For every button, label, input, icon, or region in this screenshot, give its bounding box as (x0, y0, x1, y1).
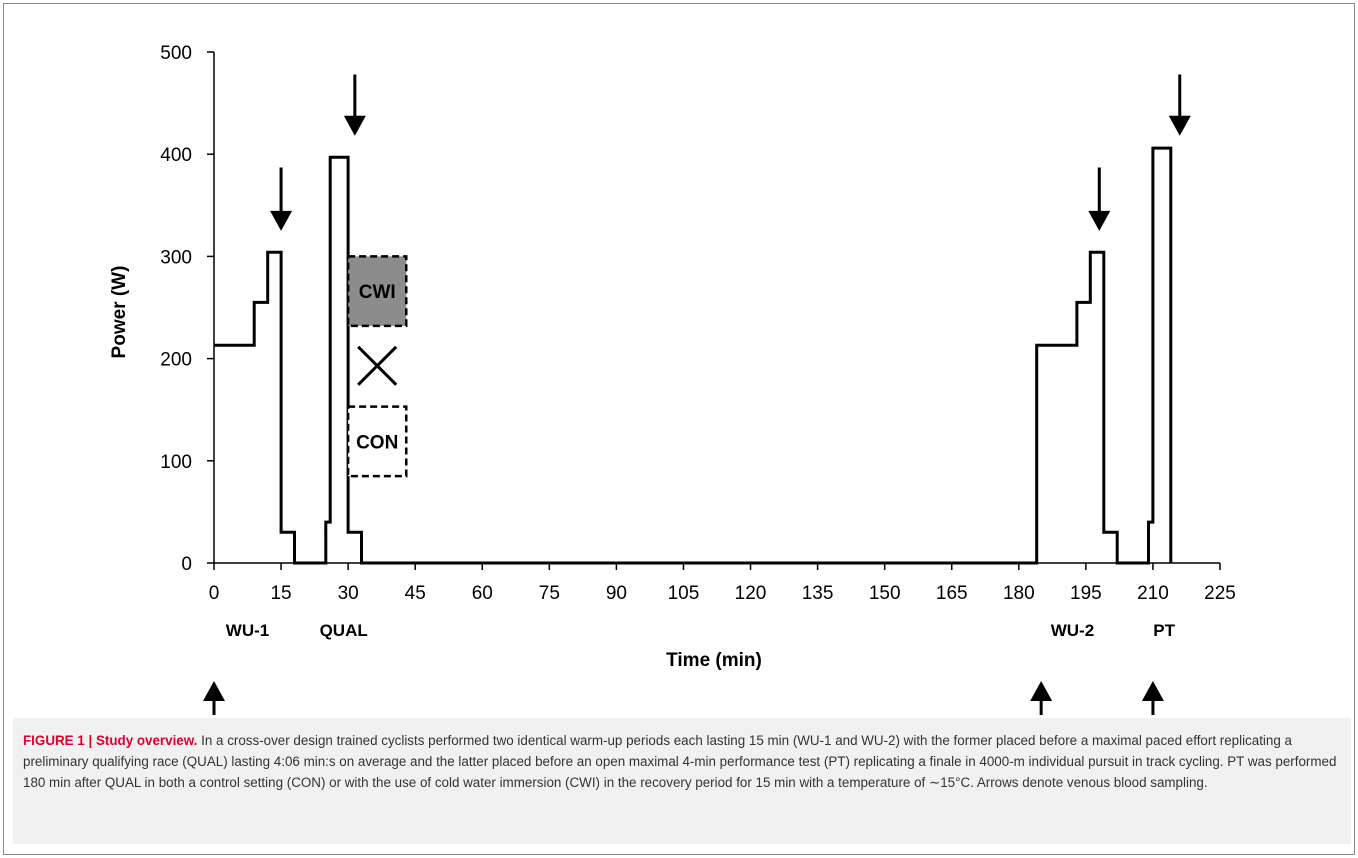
y-tick-label: 500 (160, 43, 192, 64)
y-tick-label: 100 (160, 452, 192, 473)
up-arrow-head (203, 681, 225, 701)
power-time-chart: 0 100 200 300 400 500 0 15 30 45 60 75 90 105 120 135 15… (109, 43, 1236, 715)
condition-label-cwi: CWI (359, 282, 396, 303)
cross-marker-stroke (357, 345, 398, 386)
down-arrow-head (1088, 210, 1111, 231)
x-tick-label: 0 (209, 583, 220, 604)
x-tick-label: 120 (735, 583, 767, 604)
x-tick-label: 195 (1070, 583, 1102, 604)
y-axis-label: Power (W) (109, 266, 130, 359)
phase-label: QUAL (320, 621, 368, 640)
up-arrow-head (1141, 681, 1164, 701)
x-tick-label: 210 (1137, 583, 1169, 604)
x-tick-label: 75 (539, 583, 560, 604)
phase-label: PT (1153, 621, 1175, 640)
x-tick-label: 15 (270, 583, 291, 604)
power-series-line (214, 146, 1173, 565)
x-tick-label: 150 (869, 583, 901, 604)
x-tick-label: 135 (802, 583, 834, 604)
x-tick-label: 165 (936, 583, 968, 604)
x-axis-label: Time (min) (666, 650, 762, 671)
x-tick-label: 90 (606, 583, 627, 604)
x-tick-label: 105 (668, 583, 700, 604)
caption-label: FIGURE 1 | Study overview. (23, 733, 198, 748)
sampling-arrows (203, 74, 1191, 715)
tick-labels: 0 100 200 300 400 500 0 15 30 45 60 75 90 105 120 135 15… (160, 43, 1236, 604)
condition-box-cwi (346, 255, 408, 328)
y-tick-label: 300 (160, 247, 192, 268)
y-tick-label: 400 (160, 145, 192, 166)
phase-label: WU-1 (226, 621, 269, 640)
y-tick-label: 0 (181, 554, 192, 575)
figure-caption: FIGURE 1 | Study overview. In a cross-ov… (23, 730, 1341, 793)
x-tick-label: 30 (338, 583, 359, 604)
up-arrow-head (1030, 681, 1053, 701)
y-tick-label: 200 (160, 350, 192, 371)
x-tick-label: 60 (472, 583, 493, 604)
x-tick-label: 45 (405, 583, 426, 604)
caption-text: In a cross-over design trained cyclists … (23, 733, 1337, 790)
down-arrow-head (270, 210, 293, 231)
x-tick-label: 180 (1003, 583, 1035, 604)
condition-boxes: CWI CON (346, 255, 408, 478)
x-tick-label: 225 (1204, 583, 1236, 604)
phase-labels: WU-1 QUAL WU-2 PT (226, 621, 1176, 640)
down-arrow-head (1168, 115, 1191, 136)
figure-caption-box: FIGURE 1 | Study overview. In a cross-ov… (13, 718, 1351, 844)
condition-box-con (346, 405, 408, 478)
power-series (214, 146, 1173, 565)
phase-label: WU-2 (1051, 621, 1094, 640)
figure-frame (3, 3, 1355, 855)
condition-label-con: CON (356, 432, 398, 453)
down-arrow-head (343, 115, 366, 136)
